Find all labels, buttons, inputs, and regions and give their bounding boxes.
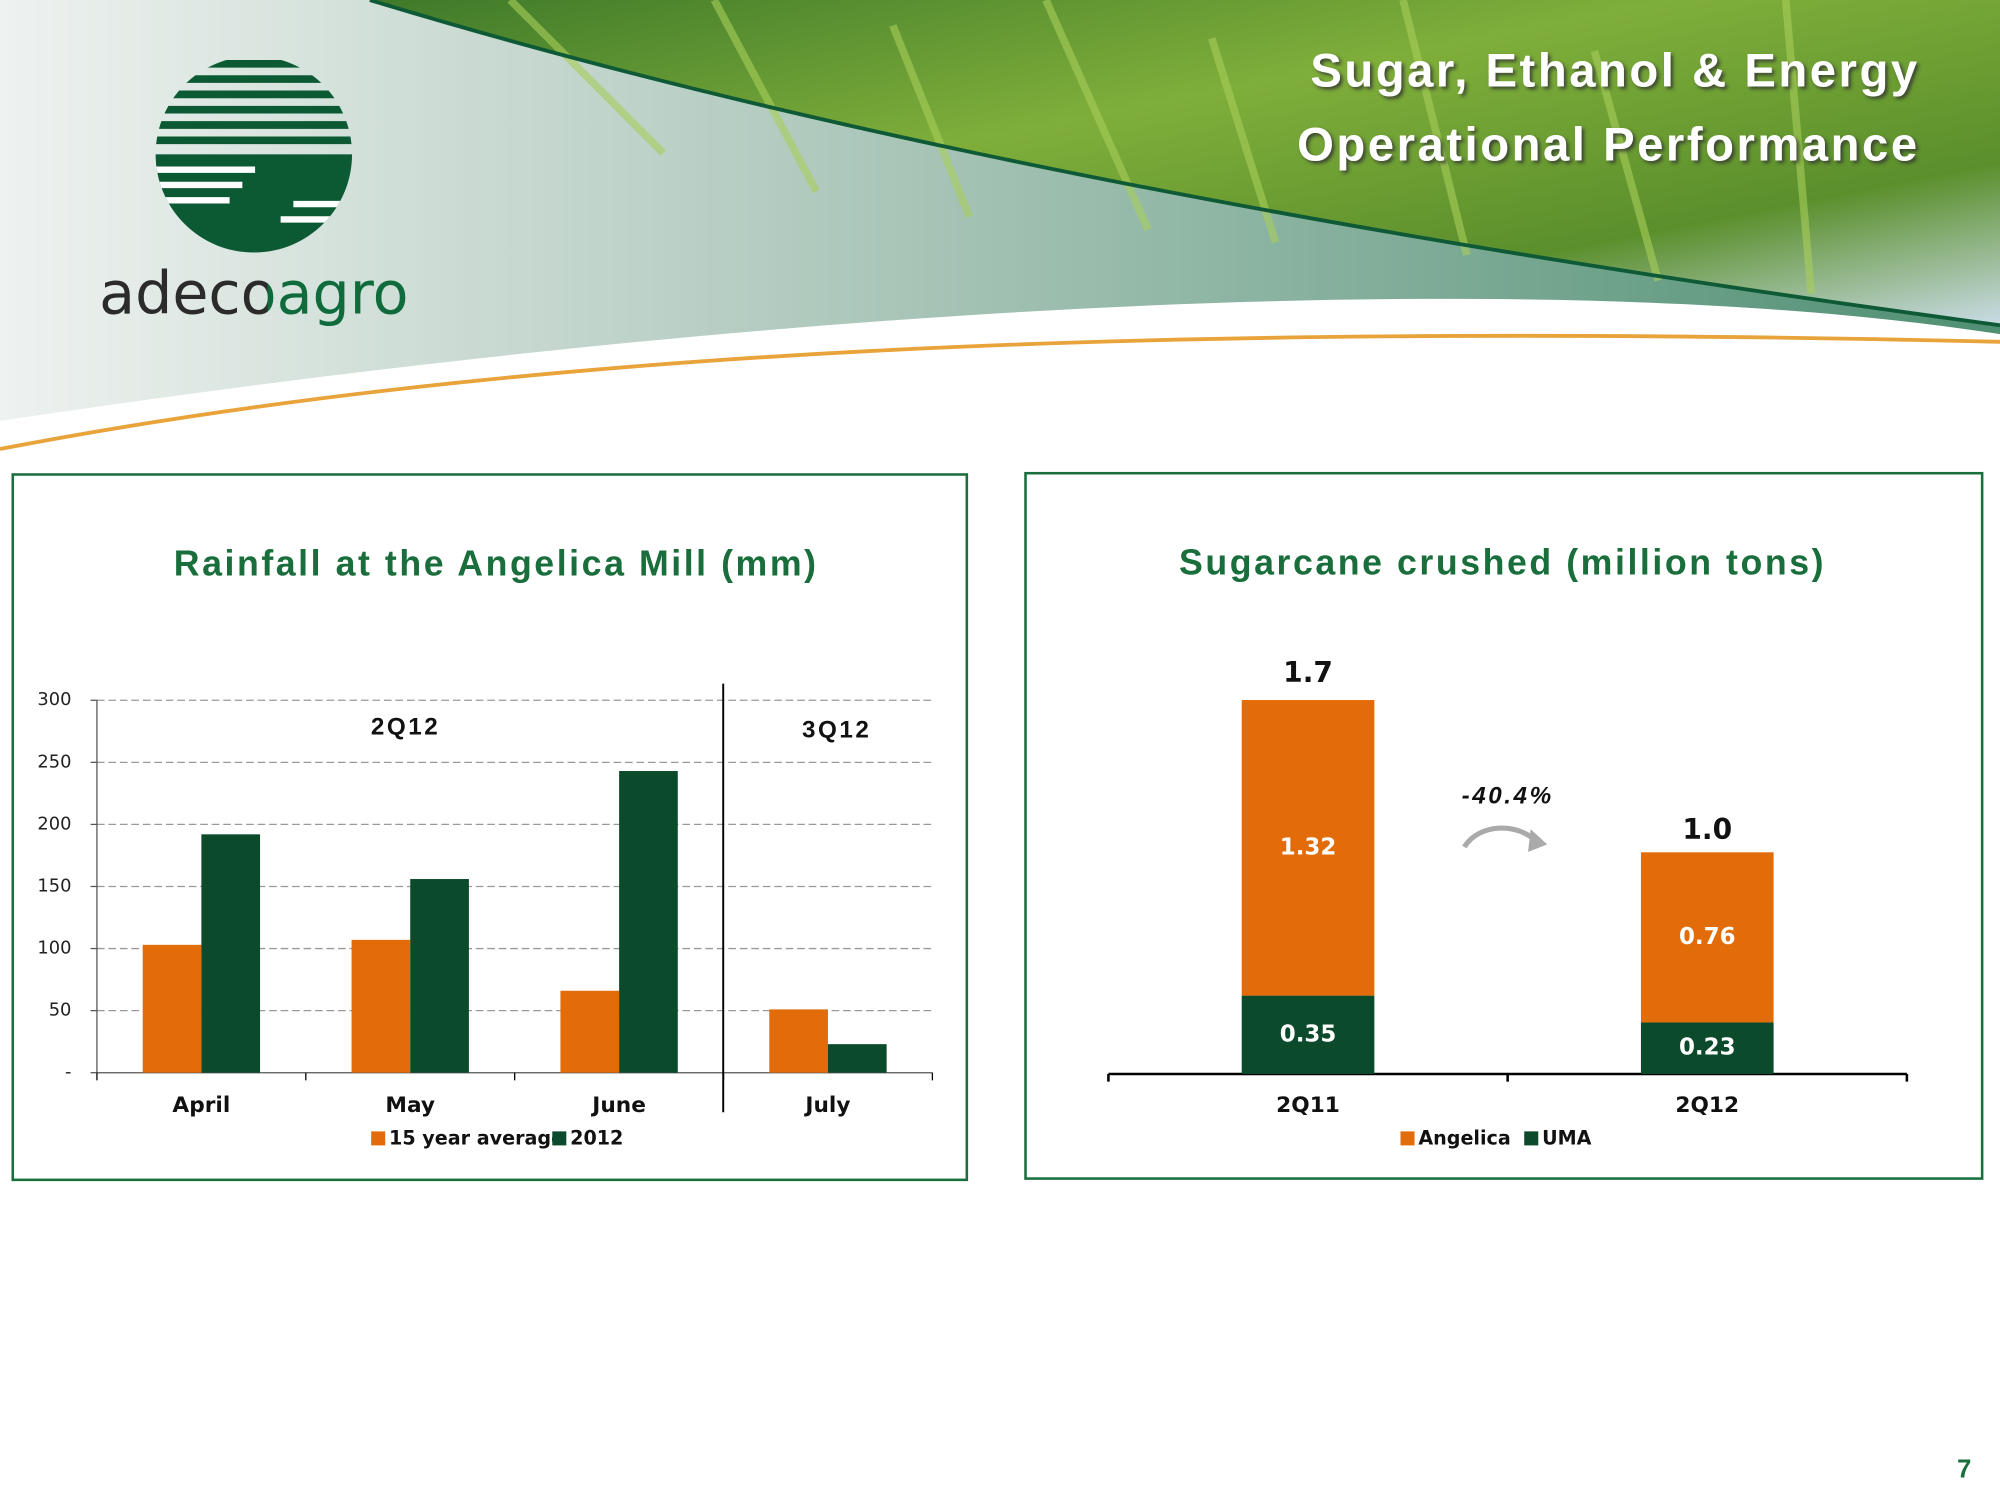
x-tick-label: 2Q12 — [1675, 1093, 1739, 1118]
page-number: 7 — [1957, 1455, 1971, 1483]
bar — [560, 990, 620, 1073]
annotation: 2Q12 — [371, 714, 440, 741]
bar — [142, 944, 202, 1073]
header-art — [0, 0, 2000, 451]
slide-subtitle: Operational Performance — [1297, 118, 1919, 171]
value-label: 0.76 — [1679, 924, 1736, 950]
legend-label: UMA — [1542, 1127, 1592, 1150]
x-tick-label: July — [803, 1093, 850, 1118]
bar — [410, 879, 469, 1073]
bar — [769, 1009, 828, 1073]
legend-swatch — [371, 1131, 386, 1146]
bar-segment — [1640, 1022, 1774, 1074]
x-tick-label: May — [385, 1093, 435, 1118]
bar — [827, 1044, 887, 1073]
y-tick-label: 250 — [37, 751, 71, 772]
legend-swatch — [1400, 1131, 1415, 1146]
y-tick-label: 150 — [37, 875, 71, 896]
total-label: 1.7 — [1283, 656, 1333, 689]
bar — [201, 834, 261, 1073]
y-tick-label: - — [65, 1062, 71, 1083]
total-label: 1.0 — [1682, 813, 1732, 846]
slide-title: Sugar, Ethanol & Energy — [1310, 44, 1919, 97]
bar — [351, 939, 411, 1073]
chart-title: Rainfall at the Angelica Mill (mm) — [174, 544, 819, 584]
bar-segment — [1640, 852, 1774, 1023]
value-label: 1.32 — [1280, 834, 1337, 860]
legend-label: 15 year average — [389, 1127, 564, 1150]
x-tick-label: June — [590, 1093, 646, 1118]
chart-title: Sugarcane crushed (million tons) — [1179, 542, 1826, 582]
legend-label: Angelica — [1418, 1127, 1510, 1150]
y-tick-label: 200 — [37, 813, 71, 834]
logo-text: adecoagro — [99, 259, 408, 327]
y-tick-label: 100 — [37, 938, 71, 959]
legend-swatch — [552, 1131, 567, 1146]
y-tick-label: 50 — [49, 1000, 72, 1021]
y-tick-label: 300 — [37, 689, 71, 710]
annotation: 3Q12 — [802, 716, 871, 743]
x-tick-label: 2Q11 — [1276, 1093, 1340, 1118]
bar-segment — [1241, 700, 1375, 996]
change-arrow-head — [1528, 829, 1548, 853]
legend-label: 2012 — [570, 1127, 623, 1150]
bar — [619, 771, 678, 1073]
legend-swatch — [1524, 1131, 1539, 1146]
x-tick-label: April — [172, 1093, 230, 1118]
value-label: 0.35 — [1280, 1021, 1337, 1047]
annotation: -40.4% — [1462, 783, 1554, 810]
value-label: 0.23 — [1679, 1035, 1736, 1061]
bar-segment — [1241, 995, 1375, 1074]
